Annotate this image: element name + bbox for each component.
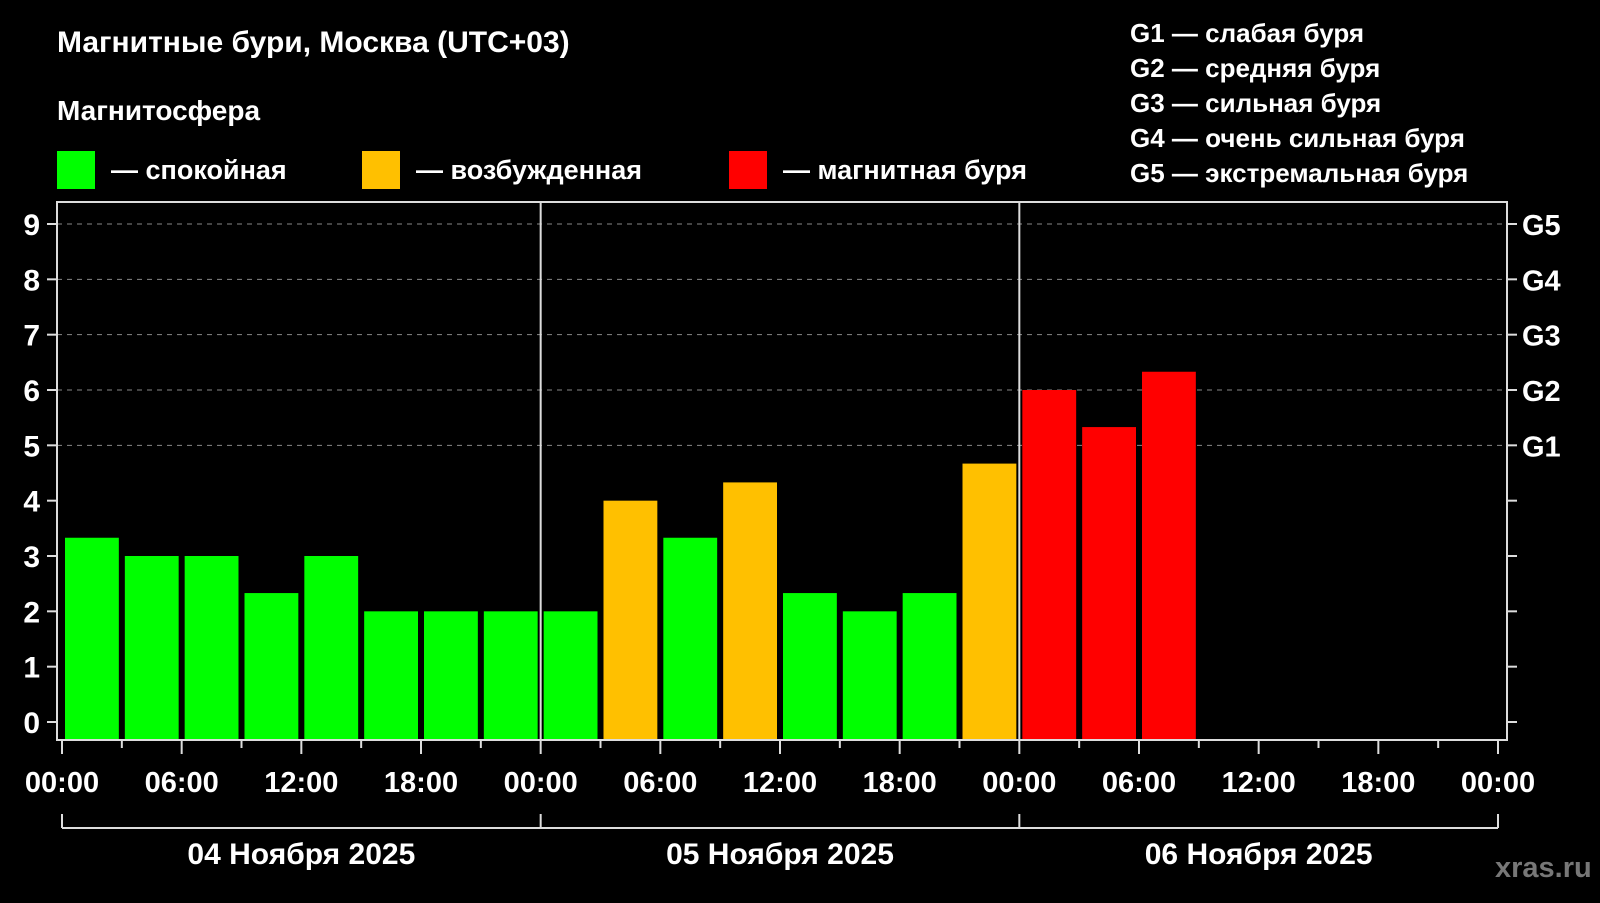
y-tick-label: 6 <box>23 375 40 408</box>
chart-subtitle: Магнитосфера <box>57 95 261 126</box>
bar <box>304 556 359 739</box>
y-tick-label: 3 <box>23 541 40 574</box>
chart-title: Магнитные бури, Москва (UTC+03) <box>57 26 570 59</box>
day-label: 06 Ноября 2025 <box>1145 838 1373 871</box>
bar <box>603 500 658 739</box>
legend-swatch-green <box>57 151 95 189</box>
g-scale-item: G4 — очень сильная буря <box>1130 123 1465 153</box>
bar <box>962 463 1017 739</box>
bar <box>783 593 837 739</box>
legend-label: — магнитная буря <box>783 154 1027 185</box>
y-tick-label: 8 <box>23 264 40 297</box>
x-tick-label: 00:00 <box>1461 767 1535 799</box>
x-tick-label: 00:00 <box>25 767 99 799</box>
x-tick-label: 12:00 <box>1222 767 1296 799</box>
y-tick-label: 4 <box>23 486 40 519</box>
x-tick-label: 18:00 <box>863 767 937 799</box>
x-tick-label: 12:00 <box>264 767 338 799</box>
legend-swatch-orange <box>362 151 400 189</box>
g-level-label: G5 <box>1522 210 1561 242</box>
bar <box>424 611 478 739</box>
g-level-label: G4 <box>1522 265 1561 297</box>
bar <box>124 556 179 739</box>
x-tick-label: 18:00 <box>384 767 458 799</box>
legend-item-excited: — возбужденная <box>362 150 642 190</box>
bar <box>65 537 119 739</box>
x-tick-label: 06:00 <box>623 767 697 799</box>
g-scale-item: G5 — экстремальная буря <box>1130 158 1469 188</box>
y-tick-label: 5 <box>23 430 40 463</box>
bar <box>364 611 418 739</box>
bar <box>244 593 299 739</box>
plot-frame <box>56 201 1508 741</box>
g-level-label: G2 <box>1522 376 1561 408</box>
y-tick-label: 2 <box>23 596 40 629</box>
g-level-label: G3 <box>1522 321 1561 353</box>
x-tick-label: 18:00 <box>1341 767 1415 799</box>
y-tick-label: 1 <box>23 652 40 685</box>
bar <box>842 611 897 739</box>
x-tick-label: 00:00 <box>504 767 578 799</box>
bar <box>1142 371 1196 739</box>
g-scale-item: G3 — сильная буря <box>1130 88 1382 118</box>
legend-swatch-red <box>729 151 767 189</box>
g-scale-item: G2 — средняя буря <box>1130 53 1381 83</box>
legend-label: — возбужденная <box>416 154 642 185</box>
y-tick-label: 7 <box>23 320 40 353</box>
bar <box>483 611 538 739</box>
bar <box>1082 427 1136 739</box>
x-tick-label: 00:00 <box>982 767 1056 799</box>
x-tick-label: 06:00 <box>1102 767 1176 799</box>
bar <box>184 556 239 739</box>
bar <box>902 593 957 739</box>
x-tick-label: 12:00 <box>743 767 817 799</box>
y-tick-label: 9 <box>23 209 40 242</box>
legend-item-quiet: — спокойная <box>57 150 287 190</box>
watermark: xras.ru <box>1495 852 1592 884</box>
bar <box>663 537 718 739</box>
y-tick-label: 0 <box>23 707 40 740</box>
g-scale-list: G1 — слабая буря G2 — средняя буря G3 — … <box>1130 16 1468 191</box>
legend-item-storm: — магнитная буря <box>729 150 1027 190</box>
legend-label: — спокойная <box>111 154 287 185</box>
day-label: 05 Ноября 2025 <box>666 838 894 871</box>
g-level-label: G1 <box>1522 431 1561 463</box>
g-scale-item: G1 — слабая буря <box>1130 18 1365 48</box>
bar <box>543 611 598 739</box>
day-label: 04 Ноября 2025 <box>187 838 415 871</box>
bar <box>723 482 777 739</box>
bar <box>1022 390 1077 739</box>
x-tick-label: 06:00 <box>145 767 219 799</box>
